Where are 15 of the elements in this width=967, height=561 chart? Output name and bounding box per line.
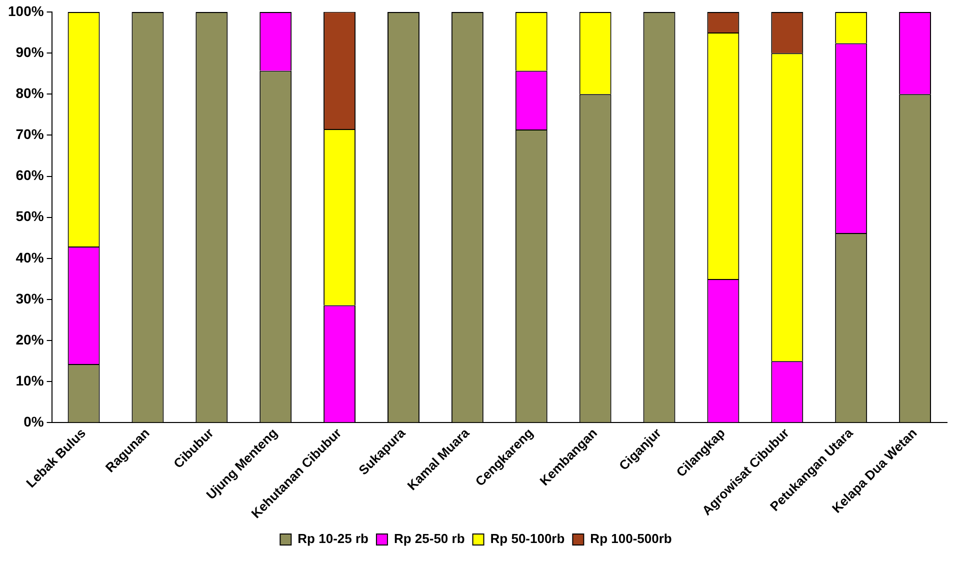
y-tick-label: 90% (16, 44, 44, 60)
legend-label: Rp 100-500rb (590, 531, 672, 546)
y-tick-label: 10% (16, 372, 44, 388)
y-tick-label: 20% (16, 331, 44, 348)
y-tick-label: 100% (8, 2, 44, 19)
y-tick-label: 50% (16, 208, 44, 224)
y-tick-label: 60% (16, 167, 44, 184)
y-tick-label: 40% (16, 249, 44, 266)
legend-label: Rp 25-50 rb (394, 531, 465, 546)
y-tick-label: 30% (16, 290, 44, 306)
y-tick-label: 70% (16, 126, 44, 142)
legend-label: Rp 50-100rb (490, 531, 565, 546)
y-tick-label: 0% (24, 414, 44, 430)
legend-label: Rp 10-25 rb (298, 531, 369, 546)
y-tick-label: 80% (16, 84, 44, 101)
